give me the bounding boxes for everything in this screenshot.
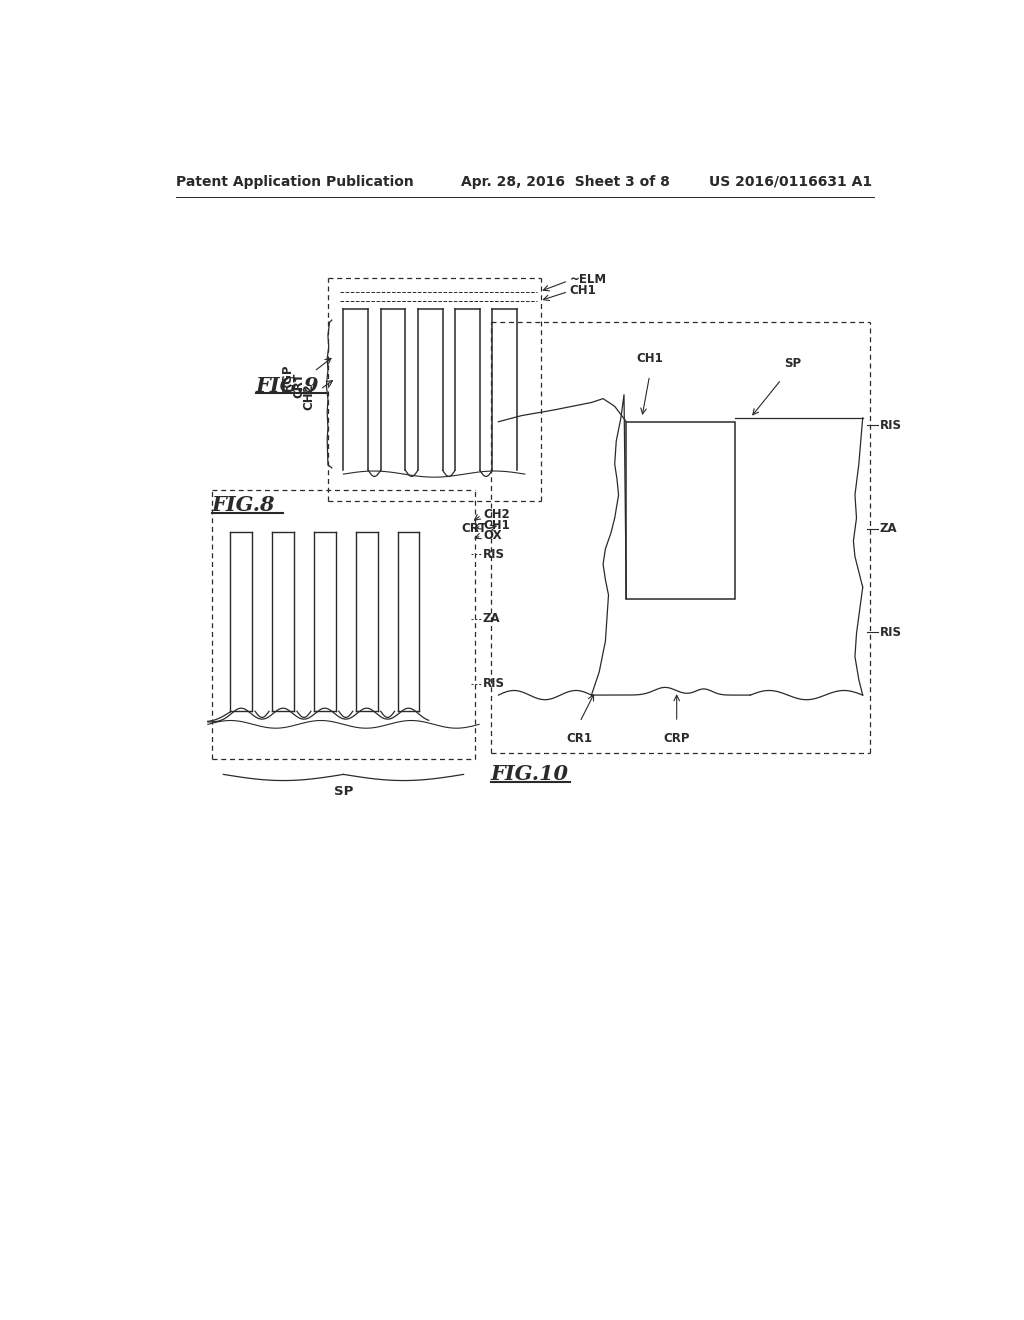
Text: Apr. 28, 2016  Sheet 3 of 8: Apr. 28, 2016 Sheet 3 of 8 (461, 174, 670, 189)
Text: RIS: RIS (880, 626, 902, 639)
Text: FIG.8: FIG.8 (212, 495, 275, 515)
Text: SP: SP (783, 358, 801, 370)
Text: RIS: RIS (483, 677, 505, 690)
Text: CH1: CH1 (569, 284, 597, 297)
Text: RGP: RGP (282, 364, 294, 391)
Text: CRP: CRP (664, 733, 690, 744)
Text: SP: SP (334, 785, 353, 797)
Text: US 2016/0116631 A1: US 2016/0116631 A1 (709, 174, 872, 189)
Text: CH2: CH2 (302, 383, 315, 411)
Bar (627, 422, 735, 599)
Text: CH2: CH2 (483, 508, 510, 521)
Text: CH1: CH1 (483, 519, 510, 532)
Text: RIS: RIS (483, 548, 505, 561)
Text: Patent Application Publication: Patent Application Publication (176, 174, 414, 189)
Text: RIS: RIS (880, 418, 902, 432)
Text: ~ELM: ~ELM (569, 273, 607, 286)
Text: OX: OX (483, 529, 502, 543)
Text: CR1: CR1 (567, 733, 593, 744)
Text: FIG.10: FIG.10 (490, 764, 568, 784)
Text: ZA: ZA (880, 523, 897, 535)
Text: CRT: CRT (292, 372, 305, 397)
Text: CH1: CH1 (636, 351, 663, 364)
Text: CRT: CRT (462, 523, 486, 535)
Text: ZA: ZA (483, 612, 501, 626)
Text: FIG.9: FIG.9 (256, 376, 319, 396)
